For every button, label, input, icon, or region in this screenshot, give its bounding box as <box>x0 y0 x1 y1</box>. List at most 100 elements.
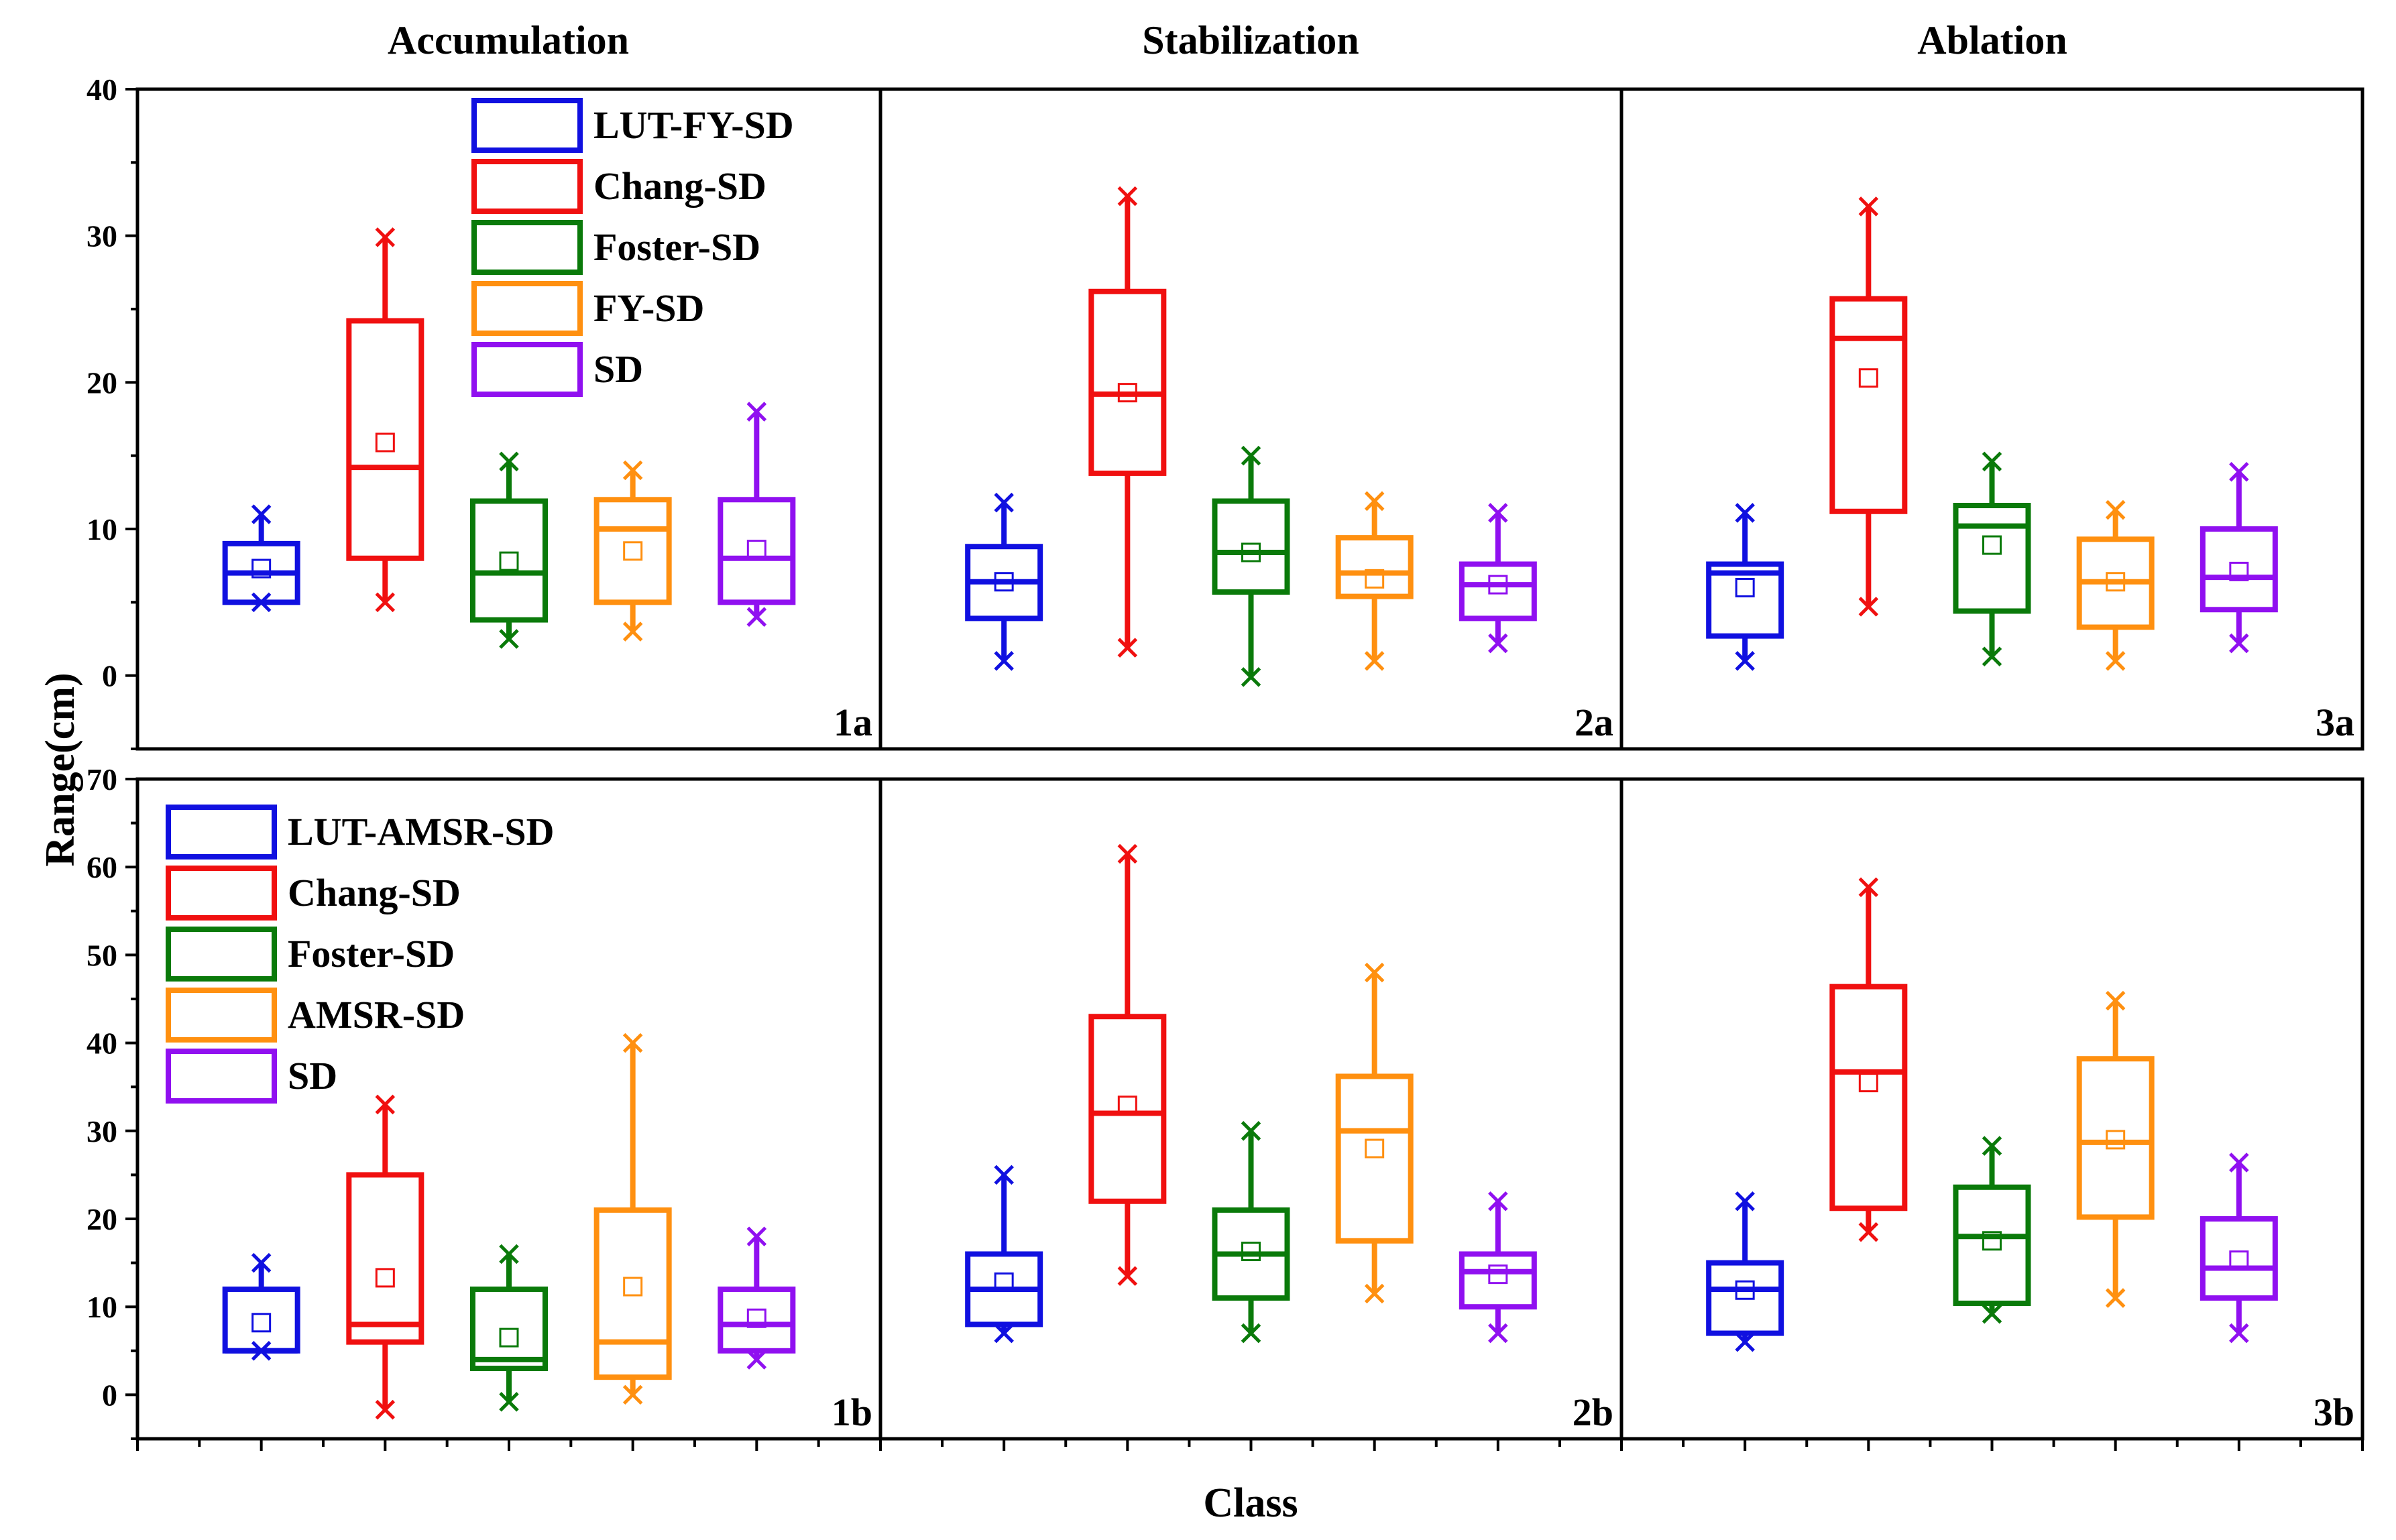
panel-frame <box>1619 87 2364 751</box>
min-marker <box>2229 1323 2249 1344</box>
box-iqr <box>1706 1260 1784 1336</box>
min-marker <box>994 651 1014 671</box>
max-marker <box>1735 503 1755 523</box>
min-marker <box>1364 1283 1385 1304</box>
y-tick-label: 0 <box>102 659 117 693</box>
legend-label: SD <box>288 1054 337 1098</box>
box-iqr <box>2076 1056 2155 1220</box>
mean-marker <box>1365 1138 1385 1159</box>
box-AMSR-SD <box>1335 962 1414 1304</box>
legend-label: LUT-AMSR-SD <box>288 810 554 853</box>
max-marker <box>1117 186 1138 206</box>
column-title-stabilization: Stabilization <box>1142 18 1359 62</box>
legend-swatch <box>166 988 277 1043</box>
box-SD <box>1459 503 1537 654</box>
min-marker <box>2229 633 2249 654</box>
panel-label: 1a <box>834 701 872 744</box>
box-LUT-AMSR-SD <box>1706 1191 1784 1352</box>
mean-marker <box>2229 561 2249 581</box>
max-marker <box>375 1094 396 1115</box>
max-marker <box>1488 503 1508 523</box>
box-iqr <box>1706 561 1784 639</box>
min-marker <box>1858 597 1879 617</box>
max-marker <box>1858 877 1879 898</box>
mean-marker <box>1858 1073 1878 1093</box>
legend-label: LUT-FY-SD <box>593 103 794 147</box>
min-marker <box>375 1399 396 1420</box>
mean-marker <box>499 1327 519 1348</box>
legend-label: SD <box>593 347 643 391</box>
min-marker <box>251 1341 272 1361</box>
legend-swatch <box>471 159 583 214</box>
panel-label: 3a <box>2316 701 2354 744</box>
min-marker <box>1488 1323 1508 1344</box>
box-AMSR-SD <box>2076 990 2155 1308</box>
box-iqr <box>718 497 796 605</box>
box-iqr <box>2200 526 2278 613</box>
legend-label: FY-SD <box>593 286 704 330</box>
box-iqr <box>222 1286 300 1354</box>
min-marker <box>1488 633 1508 654</box>
mean-marker <box>251 1313 272 1333</box>
min-marker <box>499 629 519 649</box>
panel-frame <box>135 87 882 751</box>
legend-swatch <box>471 220 583 275</box>
mean-marker <box>375 432 395 453</box>
box-Chang-SD <box>1829 877 1908 1242</box>
min-marker <box>1117 638 1138 658</box>
y-tick-label: 30 <box>87 1114 117 1148</box>
box-LUT-FY-SD <box>222 504 300 613</box>
mean-marker <box>994 572 1014 592</box>
y-tick-label: 10 <box>87 1290 117 1324</box>
max-marker <box>622 1032 643 1053</box>
box-Chang-SD <box>1088 843 1167 1287</box>
min-marker <box>1735 1331 1755 1352</box>
min-marker <box>375 592 396 613</box>
box-Foster-SD <box>1953 1136 2031 1324</box>
mean-marker <box>2106 1130 2126 1150</box>
box-SD <box>2200 1152 2278 1344</box>
max-marker <box>1364 491 1385 512</box>
min-marker <box>1858 1222 1879 1242</box>
max-marker <box>1858 196 1879 217</box>
max-marker <box>2229 1152 2249 1173</box>
legend-swatch <box>471 281 583 336</box>
max-marker <box>1241 1121 1261 1141</box>
min-marker <box>994 1323 1014 1344</box>
y-tick-label: 0 <box>102 1378 117 1412</box>
box-iqr <box>470 498 548 623</box>
box-Chang-SD <box>346 227 424 613</box>
min-marker <box>622 1384 643 1405</box>
y-tick-label: 70 <box>87 762 117 796</box>
max-marker <box>1488 1191 1508 1211</box>
legend-label: Foster-SD <box>593 225 760 269</box>
box-iqr <box>593 497 672 605</box>
legend-label: Chang-SD <box>593 164 766 208</box>
legend-label: Chang-SD <box>288 871 461 914</box>
max-marker <box>1982 451 2002 472</box>
min-marker <box>1982 646 2002 667</box>
min-marker <box>1241 667 1261 687</box>
box-iqr <box>593 1207 672 1380</box>
mean-marker <box>2229 1250 2249 1270</box>
box-iqr <box>1829 296 1908 514</box>
max-marker <box>1735 1191 1755 1211</box>
box-LUT-FY-SD <box>965 492 1043 671</box>
panel-1a: 0 10 20 30 40 1a LUT-FY-SD Chang-SD Foster-SD FY-… <box>87 72 882 751</box>
mean-marker <box>1488 575 1508 595</box>
mean-marker <box>499 551 519 571</box>
y-axis-label: Range(cm) <box>38 672 83 866</box>
box-LUT-FY-SD <box>1706 503 1784 671</box>
mean-marker <box>1982 535 2002 555</box>
min-marker <box>746 1350 767 1370</box>
mean-marker <box>623 1277 643 1297</box>
box-SD <box>1459 1191 1537 1344</box>
mean-marker <box>623 541 643 561</box>
y-tick-label: 20 <box>87 1202 117 1236</box>
box-iqr <box>1088 1014 1167 1204</box>
max-marker <box>251 1252 272 1273</box>
y-tick-label: 20 <box>87 365 117 400</box>
box-iqr <box>346 1172 424 1345</box>
min-marker <box>622 621 643 642</box>
box-Foster-SD <box>1212 1121 1290 1344</box>
